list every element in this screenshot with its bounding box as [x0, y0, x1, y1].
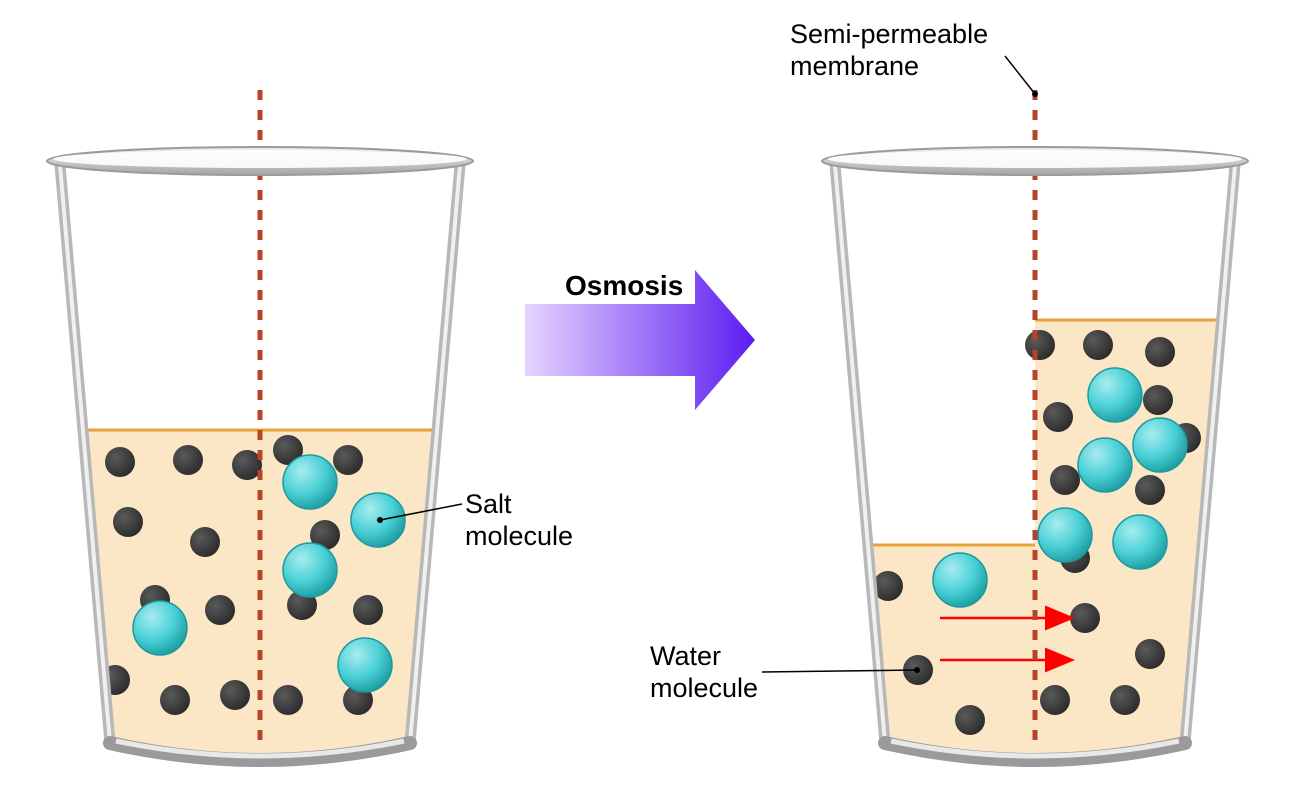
- water-molecule: [190, 527, 220, 557]
- beaker-left: [47, 90, 473, 760]
- membrane-label: Semi-permeablemembrane: [790, 18, 988, 83]
- water-molecule: [273, 685, 303, 715]
- membrane-pointer-dot: [1032, 91, 1038, 97]
- salt-molecule: [283, 455, 337, 509]
- water-molecule: [105, 447, 135, 477]
- water-molecule: [160, 685, 190, 715]
- salt-molecule: [133, 601, 187, 655]
- salt-molecule: [933, 553, 987, 607]
- osmosis-diagram: Osmosis Saltmolecule Watermolecule Semi-…: [0, 0, 1294, 796]
- water-molecule: [1083, 330, 1113, 360]
- water-molecule: [1135, 639, 1165, 669]
- water-molecule: [1070, 603, 1100, 633]
- water-molecule: [220, 680, 250, 710]
- water-molecule: [1050, 465, 1080, 495]
- beaker-right: [822, 90, 1248, 760]
- beaker-rim-inner: [828, 150, 1242, 168]
- water-molecule: [113, 507, 143, 537]
- water-molecule: [1143, 385, 1173, 415]
- salt-molecule: [1133, 418, 1187, 472]
- salt-molecule: [338, 638, 392, 692]
- salt-molecule-label: Saltmolecule: [465, 488, 573, 553]
- salt-molecule: [1038, 508, 1092, 562]
- beaker-rim-inner: [53, 150, 467, 168]
- water-pointer-dot: [914, 667, 920, 673]
- water-molecule-label: Watermolecule: [650, 640, 758, 705]
- salt-pointer-dot: [377, 517, 383, 523]
- salt-molecule: [1113, 515, 1167, 569]
- water-molecule: [353, 595, 383, 625]
- water-molecule: [1110, 685, 1140, 715]
- salt-molecule: [1088, 368, 1142, 422]
- salt-molecule: [283, 543, 337, 597]
- water-molecule: [333, 445, 363, 475]
- water-molecule: [1145, 337, 1175, 367]
- diagram-svg: [0, 0, 1294, 796]
- water-molecule: [173, 445, 203, 475]
- salt-molecule: [1078, 438, 1132, 492]
- water-molecule: [1043, 402, 1073, 432]
- membrane-pointer-line: [1005, 56, 1035, 94]
- water-molecule: [1040, 685, 1070, 715]
- osmosis-label: Osmosis: [565, 270, 683, 302]
- water-molecule: [955, 705, 985, 735]
- water-molecule: [1025, 330, 1055, 360]
- water-molecule: [1135, 475, 1165, 505]
- water-molecule: [205, 595, 235, 625]
